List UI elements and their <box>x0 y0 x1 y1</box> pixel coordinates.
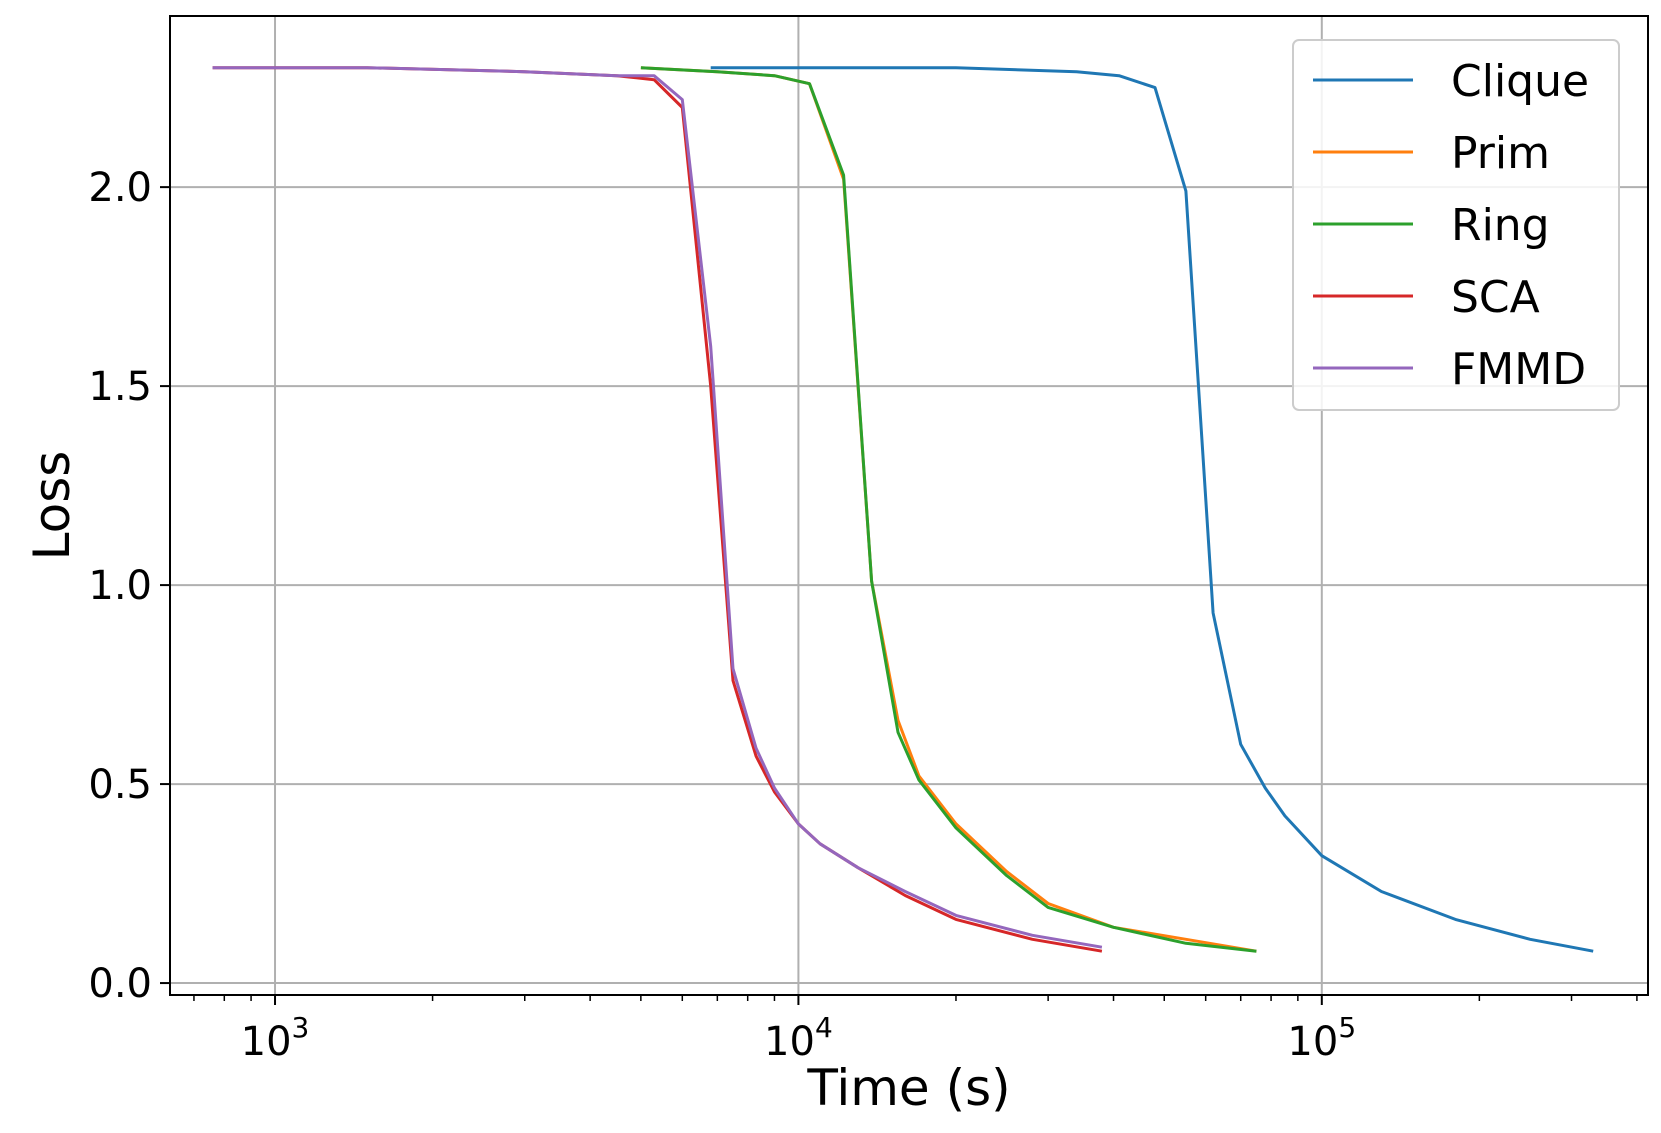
y-tick-label: 0.0 <box>88 961 152 1007</box>
legend-box <box>1292 39 1620 411</box>
legend: Clique Prim Ring SCA FMMD <box>1292 39 1620 411</box>
series-line-fmmd <box>212 66 1103 949</box>
y-tick-label: 2.0 <box>88 165 152 211</box>
legend-label-clique: Clique <box>1451 56 1589 107</box>
y-tick-label: 1.0 <box>88 563 152 609</box>
legend-label-ring: Ring <box>1451 200 1550 251</box>
series-line-ring <box>640 66 1257 953</box>
legend-label-fmmd: FMMD <box>1451 344 1586 395</box>
series-lines <box>212 66 1594 953</box>
axis-ticks <box>160 186 1638 1005</box>
x-tick-label: 103 <box>241 1011 310 1065</box>
y-tick-label: 0.5 <box>88 762 152 808</box>
series-line-clique <box>710 66 1594 953</box>
x-tick-labels: 103 104 105 <box>241 1011 1357 1065</box>
y-tick-labels: 0.0 0.5 1.0 1.5 2.0 <box>88 165 152 1007</box>
x-tick-label: 104 <box>764 1011 833 1065</box>
x-tick-label: 105 <box>1287 1011 1356 1065</box>
y-axis-label: Loss <box>23 451 81 561</box>
x-axis-label: Time (s) <box>806 1059 1010 1117</box>
plot-frame <box>169 15 1649 996</box>
y-tick-label: 1.5 <box>88 364 152 410</box>
legend-label-prim: Prim <box>1451 128 1550 179</box>
legend-label-sca: SCA <box>1451 272 1540 323</box>
